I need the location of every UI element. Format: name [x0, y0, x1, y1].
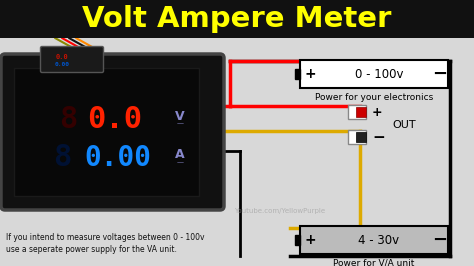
Text: V: V — [175, 110, 185, 123]
Text: 8: 8 — [59, 105, 77, 134]
FancyBboxPatch shape — [40, 47, 103, 73]
Bar — [0, 38, 474, 266]
Bar — [0, 0, 474, 38]
Text: +: + — [304, 233, 316, 247]
Bar — [300, 60, 448, 88]
Text: −: − — [372, 130, 385, 144]
Text: 0 - 100v: 0 - 100v — [355, 68, 403, 81]
Text: —: — — [176, 120, 183, 126]
Bar — [356, 107, 366, 117]
Bar — [14, 68, 199, 196]
Text: 0.00: 0.00 — [55, 63, 70, 68]
Text: Power for your electronics: Power for your electronics — [315, 94, 433, 102]
Bar — [348, 105, 366, 119]
Bar — [348, 130, 366, 144]
Bar — [356, 132, 366, 142]
Text: +: + — [372, 106, 383, 118]
Text: 0.00: 0.00 — [84, 144, 152, 172]
Text: A: A — [175, 148, 185, 161]
Text: 8: 8 — [53, 143, 71, 172]
Text: Youtube.com/YellowPurple: Youtube.com/YellowPurple — [235, 208, 326, 214]
Text: —: — — [176, 159, 183, 165]
Text: 0.0: 0.0 — [87, 105, 143, 134]
Bar — [295, 235, 300, 245]
Text: 4 - 30v: 4 - 30v — [358, 234, 400, 247]
Text: Volt Ampere Meter: Volt Ampere Meter — [82, 5, 392, 33]
Text: use a seperate power supply for the VA unit.: use a seperate power supply for the VA u… — [6, 246, 177, 255]
Text: OUT: OUT — [392, 119, 416, 130]
Text: −: − — [432, 231, 447, 249]
Text: If you intend to measure voltages between 0 - 100v: If you intend to measure voltages betwee… — [6, 234, 204, 243]
Text: −: − — [432, 65, 447, 83]
FancyBboxPatch shape — [1, 54, 224, 210]
Text: 0.0: 0.0 — [55, 54, 68, 60]
Bar — [295, 69, 300, 79]
Bar — [300, 226, 448, 254]
Text: +: + — [304, 67, 316, 81]
Text: Power for V/A unit: Power for V/A unit — [333, 259, 415, 266]
